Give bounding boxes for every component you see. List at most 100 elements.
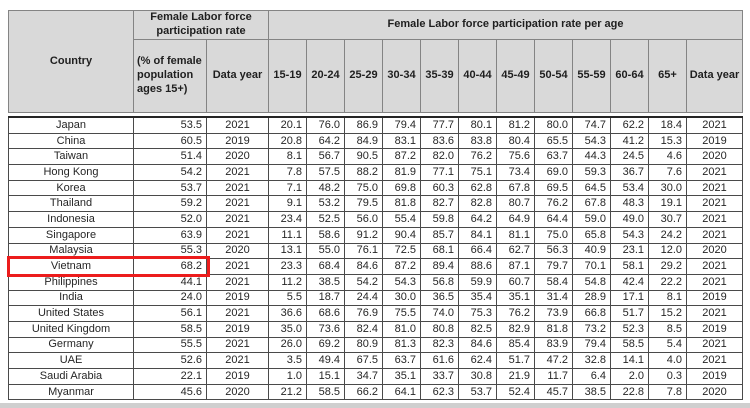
value-cell: 53.4	[610, 179, 649, 197]
value-cell: 2020	[206, 148, 269, 166]
group-header-rate: Female Labor force participation rate	[133, 10, 269, 40]
country-cell: UAE	[8, 352, 134, 369]
value-cell: 64.9	[496, 211, 535, 228]
value-cell: 18.7	[306, 289, 345, 307]
value-cell: 36.6	[268, 305, 307, 322]
country-cell: Indonesia	[8, 211, 134, 228]
value-cell: 81.3	[382, 336, 421, 354]
value-cell: 64.4	[534, 211, 573, 228]
value-cell: 52.4	[496, 383, 535, 401]
country-cell: Vietnam	[7, 256, 210, 278]
country-cell: Philippines	[8, 273, 134, 291]
value-cell: 2019	[206, 289, 269, 307]
value-cell: 75.3	[458, 305, 497, 322]
value-cell: 65.5	[534, 132, 573, 150]
value-cell: 35.0	[268, 320, 307, 338]
value-cell: 54.8	[572, 273, 611, 291]
value-cell: 2019	[206, 132, 269, 150]
value-cell: 2020	[686, 383, 743, 401]
value-cell: 82.7	[420, 195, 459, 213]
value-cell: 22.8	[610, 383, 649, 401]
value-cell: 58.5	[306, 383, 345, 401]
value-cell: 68.2	[133, 258, 207, 275]
value-cell: 81.9	[382, 164, 421, 181]
value-cell: 63.7	[382, 352, 421, 369]
value-cell: 49.0	[610, 211, 649, 228]
value-cell: 5.4	[648, 336, 687, 354]
value-cell: 80.0	[534, 116, 573, 134]
value-cell: 52.3	[610, 320, 649, 338]
country-cell: China	[8, 132, 134, 150]
value-cell: 87.2	[382, 258, 421, 275]
col-header-age-40-44: 40-44	[458, 39, 497, 113]
value-cell: 26.0	[268, 336, 307, 354]
value-cell: 54.3	[610, 226, 649, 244]
value-cell: 3.5	[268, 352, 307, 369]
value-cell: 2021	[686, 226, 743, 244]
value-cell: 51.4	[133, 148, 207, 166]
value-cell: 2020	[686, 148, 743, 166]
value-cell: 81.2	[496, 116, 535, 134]
value-cell: 62.8	[458, 179, 497, 197]
value-cell: 52.6	[133, 352, 207, 369]
value-cell: 8.5	[648, 320, 687, 338]
value-cell: 35.1	[382, 368, 421, 385]
value-cell: 61.6	[420, 352, 459, 369]
value-cell: 2021	[686, 211, 743, 228]
table-row: Germany 55.5 2021 26.0 69.2 80.9 81.3 82.3 84.6 8…	[8, 336, 743, 354]
value-cell: 53.5	[133, 116, 207, 134]
value-cell: 24.5	[610, 148, 649, 166]
value-cell: 5.5	[268, 289, 307, 307]
value-cell: 85.7	[420, 226, 459, 244]
value-cell: 1.0	[268, 368, 307, 385]
value-cell: 83.9	[534, 336, 573, 354]
value-cell: 2021	[206, 116, 269, 134]
value-cell: 59.8	[420, 211, 459, 228]
col-header-data-year-2: Data year	[685, 39, 744, 113]
value-cell: 2021	[206, 226, 269, 244]
value-cell: 20.8	[268, 132, 307, 150]
col-header-age-50-54: 50-54	[534, 39, 573, 113]
value-cell: 72.5	[382, 242, 421, 260]
header-table: Country Female Labor force participation…	[8, 10, 744, 113]
value-cell: 86.9	[344, 116, 383, 134]
table-row: Thailand 59.2 2021 9.1 53.2 79.5 81.8 82.7 82.8 8…	[8, 195, 743, 213]
value-cell: 58.1	[610, 258, 649, 275]
value-cell: 69.8	[382, 179, 421, 197]
value-cell: 76.2	[534, 195, 573, 213]
col-header-age-20-24: 20-24	[306, 39, 345, 113]
value-cell: 54.2	[344, 273, 383, 291]
value-cell: 52.0	[133, 211, 207, 228]
value-cell: 2.0	[610, 368, 649, 385]
value-cell: 28.9	[572, 289, 611, 307]
value-cell: 88.2	[344, 164, 383, 181]
col-header-age-15-19: 15-19	[268, 39, 307, 113]
value-cell: 64.2	[306, 132, 345, 150]
value-cell: 58.5	[133, 320, 207, 338]
value-cell: 42.4	[610, 273, 649, 291]
value-cell: 82.0	[420, 148, 459, 166]
value-cell: 2019	[686, 320, 743, 338]
value-cell: 2021	[686, 273, 743, 291]
value-cell: 48.2	[306, 179, 345, 197]
value-cell: 59.9	[458, 273, 497, 291]
col-header-age-30-34: 30-34	[382, 39, 421, 113]
value-cell: 32.8	[572, 352, 611, 369]
value-cell: 18.4	[648, 116, 687, 134]
value-cell: 55.0	[306, 242, 345, 260]
value-cell: 76.1	[344, 242, 383, 260]
value-cell: 56.1	[133, 305, 207, 322]
value-cell: 58.5	[610, 336, 649, 354]
value-cell: 7.1	[268, 179, 307, 197]
value-cell: 36.5	[420, 289, 459, 307]
country-cell: United Kingdom	[8, 320, 134, 338]
table-row: Japan 53.5 2021 20.1 76.0 86.9 79.4 77.7 80.1 81.…	[8, 116, 743, 134]
value-cell: 83.1	[382, 132, 421, 150]
value-cell: 64.1	[382, 383, 421, 401]
value-cell: 73.4	[496, 164, 535, 181]
value-cell: 11.2	[268, 273, 307, 291]
value-cell: 75.6	[496, 148, 535, 166]
value-cell: 44.1	[133, 273, 207, 291]
table-row: Taiwan 51.4 2020 8.1 56.7 90.5 87.2 82.0 76.2 75.…	[8, 148, 743, 166]
value-cell: 54.3	[382, 273, 421, 291]
